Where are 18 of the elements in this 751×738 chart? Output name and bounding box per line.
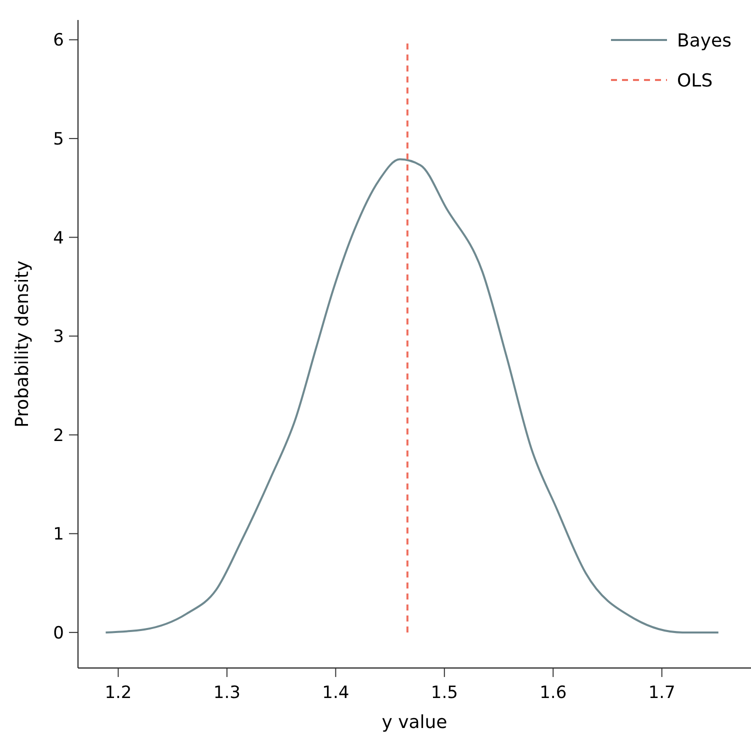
x-tick-label: 1.6 — [540, 683, 567, 703]
legend-label: Bayes — [677, 30, 732, 52]
y-tick-label: 0 — [53, 623, 64, 644]
x-axis-title: y value — [382, 712, 448, 733]
legend-label: OLS — [677, 70, 713, 92]
y-axis-title: Probability density — [12, 260, 33, 428]
x-tick-label: 1.3 — [213, 683, 240, 703]
x-tick-label: 1.4 — [322, 683, 350, 703]
y-tick-label: 2 — [53, 426, 64, 446]
x-tick-label: 1.2 — [104, 683, 132, 703]
y-tick-label: 5 — [53, 129, 64, 150]
x-tick-label: 1.5 — [430, 683, 458, 703]
x-tick-label: 1.7 — [648, 683, 676, 703]
y-tick-label: 3 — [53, 327, 64, 348]
y-tick-label: 4 — [53, 228, 64, 248]
y-tick-label: 6 — [53, 30, 64, 51]
line-series — [104, 158, 720, 634]
y-tick-label: 1 — [53, 524, 64, 545]
